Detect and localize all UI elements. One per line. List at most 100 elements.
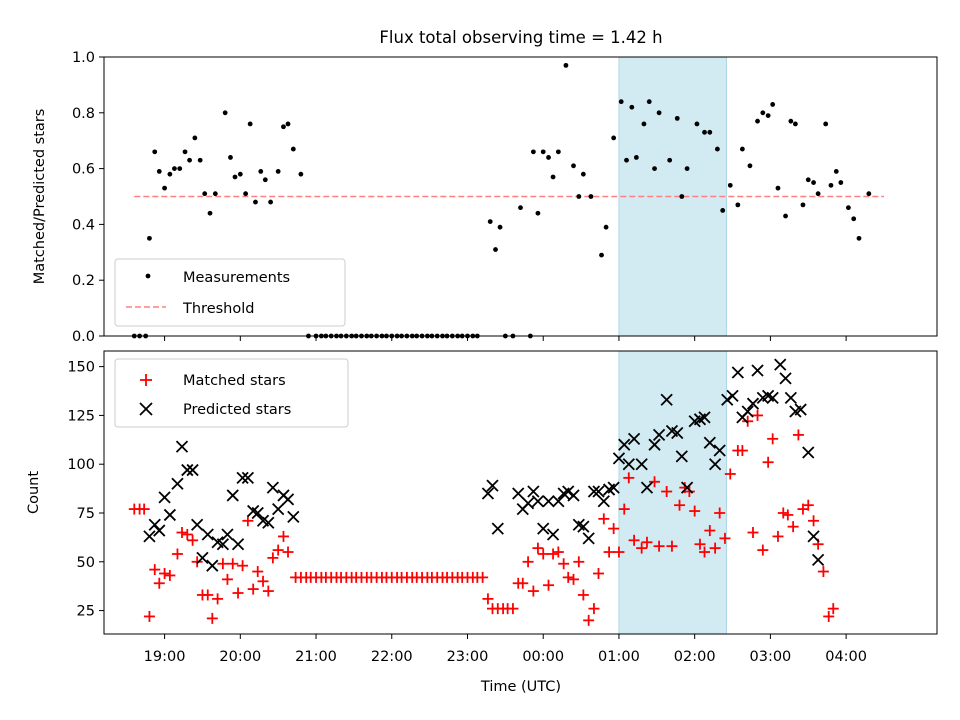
predicted-star-point (652, 428, 666, 442)
predicted-star-point (612, 452, 626, 465)
predicted-star-stroke-b (766, 391, 779, 404)
measurement-point (232, 174, 238, 180)
predicted-star-point (607, 481, 620, 494)
ratio-plot-frame (103, 56, 938, 337)
matched-star-point (583, 614, 595, 626)
matched-star-point (802, 499, 814, 511)
matched-star-point (613, 546, 625, 558)
predicted-star-stroke-b (648, 438, 661, 451)
predicted-star-stroke-b (675, 450, 688, 463)
predicted-star-stroke-b (552, 495, 565, 508)
count-x-tick-label: 22:00 (371, 649, 413, 665)
measurement-point (788, 118, 794, 124)
measurement-point (652, 166, 657, 172)
predicted-star-point (231, 538, 245, 551)
predicted-star-stroke-b (281, 493, 295, 506)
matched-star-point (742, 415, 754, 427)
measurement-point (707, 129, 713, 135)
matched-star-point (641, 536, 653, 548)
legend-matched-label: Matched stars (183, 373, 286, 389)
matched-star-point (153, 577, 165, 589)
matched-star-point (568, 573, 580, 585)
predicted-star-stroke-b (221, 528, 234, 541)
measurement-point (258, 168, 264, 174)
count-x-tick-label: 01:00 (598, 649, 640, 665)
matched-star-point (752, 409, 764, 421)
predicted-star-point (577, 520, 590, 533)
predicted-star-stroke-b (627, 432, 641, 445)
predicted-star-point (181, 463, 194, 477)
predicted-star-stroke-b (531, 495, 545, 508)
measurement-point (580, 171, 586, 177)
count-x-tick-label: 04:00 (825, 649, 867, 665)
count-y-tick-label: 25 (77, 604, 95, 620)
measurement-point (228, 155, 233, 160)
matched-star-point (736, 445, 748, 457)
observing-window-shade-bottom (618, 350, 727, 635)
measurement-point (147, 235, 152, 241)
predicted-star-stroke-b (486, 479, 499, 492)
matched-star-point (792, 429, 804, 441)
predicted-star-stroke-b (592, 485, 605, 498)
predicted-star-stroke-b (266, 481, 280, 494)
predicted-star-point (546, 528, 560, 541)
predicted-star-point (191, 518, 204, 531)
ratio-y-tick-label: 0.2 (72, 273, 95, 289)
measurement-point (866, 191, 872, 197)
matched-star-point (206, 612, 218, 624)
predicted-star-point (784, 391, 797, 404)
measurement-point (487, 219, 493, 225)
measurement-point (694, 121, 700, 127)
predicted-star-point (512, 487, 525, 500)
matched-star-point (532, 542, 544, 554)
predicted-star-stroke-b (148, 518, 161, 531)
legend-matched-marker (140, 374, 152, 386)
count-y-axis-label: Count (26, 471, 42, 514)
measurement-point (281, 124, 286, 130)
matched-star-point (138, 503, 150, 515)
ratio-y-tick-label: 0.8 (72, 106, 95, 122)
matched-star-point (623, 472, 635, 484)
matched-star-point (709, 542, 721, 554)
predicted-star-point (726, 389, 739, 403)
measurement-point (656, 110, 662, 116)
predicted-star-stroke-b (196, 551, 209, 565)
measurement-point (800, 202, 806, 208)
predicted-star-stroke-b (635, 458, 648, 471)
matched-star-point (191, 556, 203, 568)
measurement-point (735, 202, 741, 208)
matched-star-point (666, 540, 678, 552)
predicted-star-point (746, 397, 760, 410)
matched-star-point (176, 527, 188, 539)
predicted-star-stroke-b (175, 440, 189, 453)
predicted-star-stroke-b (241, 471, 255, 484)
measurement-point (760, 110, 766, 116)
predicted-star-stroke-b (481, 487, 495, 500)
predicted-star-stroke-b (163, 508, 177, 522)
matched-star-point (772, 530, 784, 542)
matched-star-point (598, 513, 610, 525)
ratio-legend-box (114, 258, 346, 327)
predicted-star-point (811, 553, 825, 566)
predicted-star-point (216, 538, 230, 551)
predicted-star-stroke-b (807, 530, 820, 543)
count-y-axis: 25 50 75 100 125 150 (67, 360, 104, 620)
matched-star-point (719, 532, 731, 544)
predicted-star-point (262, 516, 275, 529)
matched-star-point (143, 610, 155, 622)
predicted-star-stroke-b (562, 485, 575, 498)
predicted-star-point (491, 522, 504, 535)
count-y-tick-label: 100 (67, 457, 95, 473)
measurement-point (851, 216, 857, 222)
matched-star-point (694, 538, 706, 550)
predicted-star-point (201, 528, 214, 541)
matched-star-point (762, 456, 774, 468)
matched-star-point (603, 546, 615, 558)
predicted-star-point (721, 393, 734, 406)
predicted-star-point (143, 530, 156, 543)
matched-star-point (817, 566, 829, 578)
matched-star-point (252, 566, 264, 578)
measurement-point (674, 115, 680, 121)
predicted-star-stroke-b (665, 424, 679, 438)
matched-star-point (277, 530, 289, 542)
